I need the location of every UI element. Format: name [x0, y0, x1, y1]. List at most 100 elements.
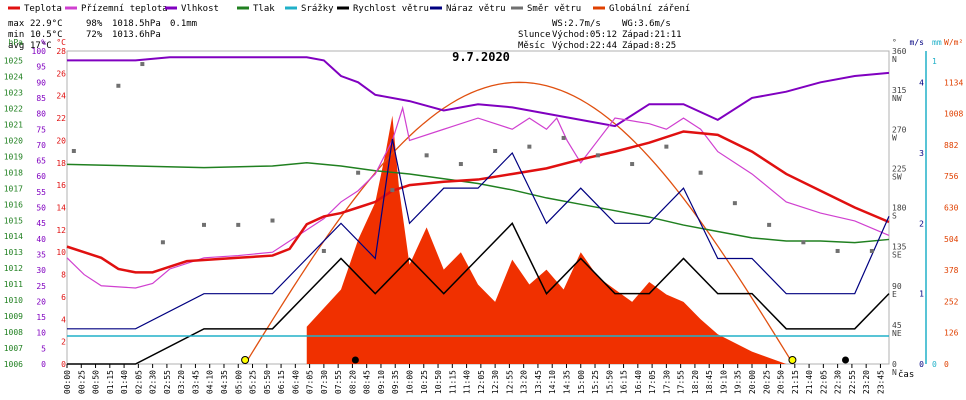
axis-solar-tick: 126 — [944, 329, 959, 338]
axis-ms-tick: 0 — [919, 360, 924, 369]
axis-ms-tick: 4 — [919, 79, 924, 88]
axis-solar-tick: 504 — [944, 235, 959, 244]
wind-direction-point — [527, 144, 532, 149]
axis-hpa-tick: 1021 — [4, 120, 23, 129]
x-tick-label: 16:15 — [620, 370, 629, 394]
x-tick-label: 07:05 — [306, 370, 315, 394]
legend-label: Směr větru — [527, 4, 581, 14]
axis-solar-tick: 378 — [944, 266, 959, 275]
legend-label: Náraz větru — [446, 4, 506, 14]
axis-humidity-tick: 35 — [36, 250, 46, 259]
x-tick-label: 01:15 — [106, 370, 115, 394]
axis-temperature-label: °C — [56, 38, 66, 47]
x-tick-label: 00:25 — [77, 370, 86, 394]
axis-hpa-tick: 1022 — [4, 104, 23, 113]
axis-temperature-tick: 22 — [56, 114, 66, 123]
x-tick-label: 07:30 — [320, 370, 329, 394]
wind-direction-point — [140, 62, 145, 67]
x-tick-label: 20:00 — [748, 370, 757, 394]
axis-temperature-tick: 24 — [56, 92, 66, 101]
x-tick-label: 23:45 — [876, 370, 885, 394]
axis-humidity-tick: 30 — [36, 266, 46, 275]
x-tick-label: 21:40 — [805, 370, 814, 394]
series-wind-gust — [67, 138, 890, 330]
x-tick-label: 10:25 — [420, 370, 429, 394]
axis-humidity-label: % — [41, 38, 46, 47]
axis-direction-compass: SW — [892, 172, 902, 181]
axis-humidity-tick: 0 — [41, 360, 46, 369]
legend-label: Srážky — [301, 4, 334, 14]
legend: Teplota Přízemní teplota Vlhkost Tlak Srážky… — [8, 4, 690, 14]
x-axis-label: čas — [898, 369, 914, 380]
axis-temperature-tick: 8 — [61, 271, 66, 280]
axis-hpa-tick: 1019 — [4, 152, 23, 161]
wind-direction-point — [160, 240, 165, 245]
stats-max-rain: 0.1mm — [170, 19, 197, 29]
series-wind-speed — [67, 222, 890, 365]
x-tick-label: 19:10 — [719, 370, 728, 394]
x-tick-label: 02:55 — [163, 370, 172, 394]
legend-label: Přízemní teplota — [81, 4, 168, 14]
axis-humidity-tick: 75 — [36, 125, 46, 134]
x-tick-label: 20:50 — [777, 370, 786, 394]
stats-min-press: 1013.6hPa — [112, 30, 161, 40]
x-tick-label: 01:40 — [120, 370, 129, 394]
x-tick-label: 06:15 — [277, 370, 286, 394]
axis-humidity-tick: 80 — [36, 110, 46, 119]
axis-humidity-tick: 50 — [36, 204, 46, 213]
x-tick-label: 17:30 — [662, 370, 671, 394]
axis-humidity-tick: 45 — [36, 219, 46, 228]
stats-min-hum: 72% — [86, 30, 103, 40]
x-tick-label: 14:10 — [548, 370, 557, 394]
axis-ms-tick: 3 — [919, 149, 924, 158]
axis-humidity-tick: 40 — [36, 235, 46, 244]
x-tick-label: 04:35 — [220, 370, 229, 394]
stats-avg-temp: 17°C — [30, 41, 52, 51]
moonrise-marker — [842, 356, 850, 364]
axis-temperature-tick: 28 — [56, 47, 66, 56]
axis-humidity-tick: 65 — [36, 157, 46, 166]
axis-direction-label: ° — [892, 38, 897, 47]
axis-humidity-tick: 25 — [36, 282, 46, 291]
x-tick-label: 13:20 — [520, 370, 529, 394]
sunset-marker — [788, 356, 797, 364]
wind-direction-point — [664, 144, 669, 149]
axis-hpa-tick: 1017 — [4, 184, 23, 193]
x-tick-label: 19:35 — [734, 370, 743, 394]
axis-direction-tick: 135 — [892, 243, 907, 252]
axis-temperature-tick: 12 — [56, 226, 66, 235]
info-slunce: Slunce — [518, 30, 551, 40]
info-mesic-vychod: Východ:22:44 — [552, 41, 617, 51]
axis-solar-tick: 1008 — [944, 110, 963, 119]
axis-hpa-tick: 1012 — [4, 264, 23, 273]
x-tick-label: 21:15 — [791, 370, 800, 394]
x-tick-label: 23:20 — [862, 370, 871, 394]
axis-hpa-tick: 1008 — [4, 328, 23, 337]
axis-solar-tick: 756 — [944, 172, 959, 181]
stats-max-temp: 22.9°C — [30, 19, 63, 29]
series-temperature — [66, 130, 890, 274]
axis-temperature-tick: 6 — [61, 293, 66, 302]
legend-label: Vlhkost — [181, 4, 219, 14]
axis-hpa-label: hPa — [9, 38, 24, 47]
axis-temperature-tick: 0 — [61, 360, 66, 369]
axis-direction-compass: N — [892, 368, 897, 377]
wind-direction-point — [561, 135, 566, 140]
series-humidity — [67, 56, 890, 128]
axis-hpa-tick: 1010 — [4, 296, 23, 305]
axis-direction-compass: NE — [892, 329, 902, 338]
axis-humidity-tick: 90 — [36, 78, 46, 87]
axis-solar-tick: 882 — [944, 141, 959, 150]
plot-area — [66, 50, 890, 365]
stats-block: max 22.9°C 98% 1018.5hPa 0.1mm min 10.5°… — [8, 19, 197, 51]
axis-hpa-tick: 1023 — [4, 89, 23, 98]
wind-direction-point — [71, 148, 76, 153]
wind-direction-point — [424, 153, 429, 158]
axis-solar-label: W/m² — [944, 38, 963, 47]
axis-humidity-tick: 20 — [36, 297, 46, 306]
wind-direction-point — [732, 201, 737, 206]
stats-avg-label: avg — [8, 41, 24, 51]
axis-direction-tick: 90 — [892, 282, 902, 291]
series-pressure — [66, 162, 890, 244]
axis-hpa-tick: 1007 — [4, 344, 23, 353]
